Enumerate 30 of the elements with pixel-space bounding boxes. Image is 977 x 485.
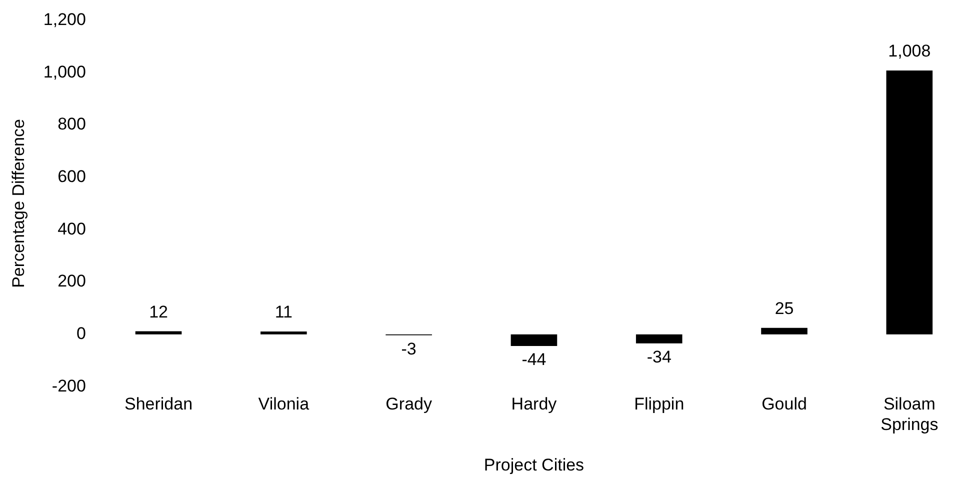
bar: [636, 334, 682, 344]
x-tick-label: Siloam Springs: [880, 394, 938, 434]
data-label: -44: [522, 350, 546, 370]
bar: [260, 332, 307, 334]
bar: [886, 70, 933, 334]
data-label: -3: [401, 339, 416, 358]
y-tick-label: 400: [58, 219, 86, 238]
y-tick-label: 0: [76, 324, 86, 344]
data-label: 1,008: [888, 42, 931, 61]
x-tick-label: Vilonia: [258, 394, 310, 414]
x-tick-label: Flippin: [634, 394, 684, 414]
y-tick-label: 800: [58, 114, 86, 134]
data-label: -34: [646, 348, 672, 367]
data-label: 12: [149, 302, 168, 322]
data-label: 11: [274, 302, 292, 322]
data-label: 25: [774, 299, 794, 318]
y-tick-label: 600: [58, 167, 86, 186]
bar: [761, 328, 808, 334]
x-tick-label: Hardy: [511, 394, 558, 414]
bar: [135, 331, 182, 334]
y-tick-label: 200: [58, 272, 86, 291]
y-axis-title: Percentage Difference: [8, 119, 28, 288]
y-tick-label: -200: [52, 376, 86, 396]
x-axis-title: Project Cities: [484, 455, 584, 474]
y-tick-label: 1,000: [43, 62, 86, 82]
y-tick-label: 1,200: [43, 10, 86, 29]
bar: [510, 334, 558, 346]
x-tick-label: Gould: [762, 394, 807, 414]
x-tick-label: Sheridan: [124, 394, 193, 414]
x-tick-label: Grady: [386, 394, 432, 414]
